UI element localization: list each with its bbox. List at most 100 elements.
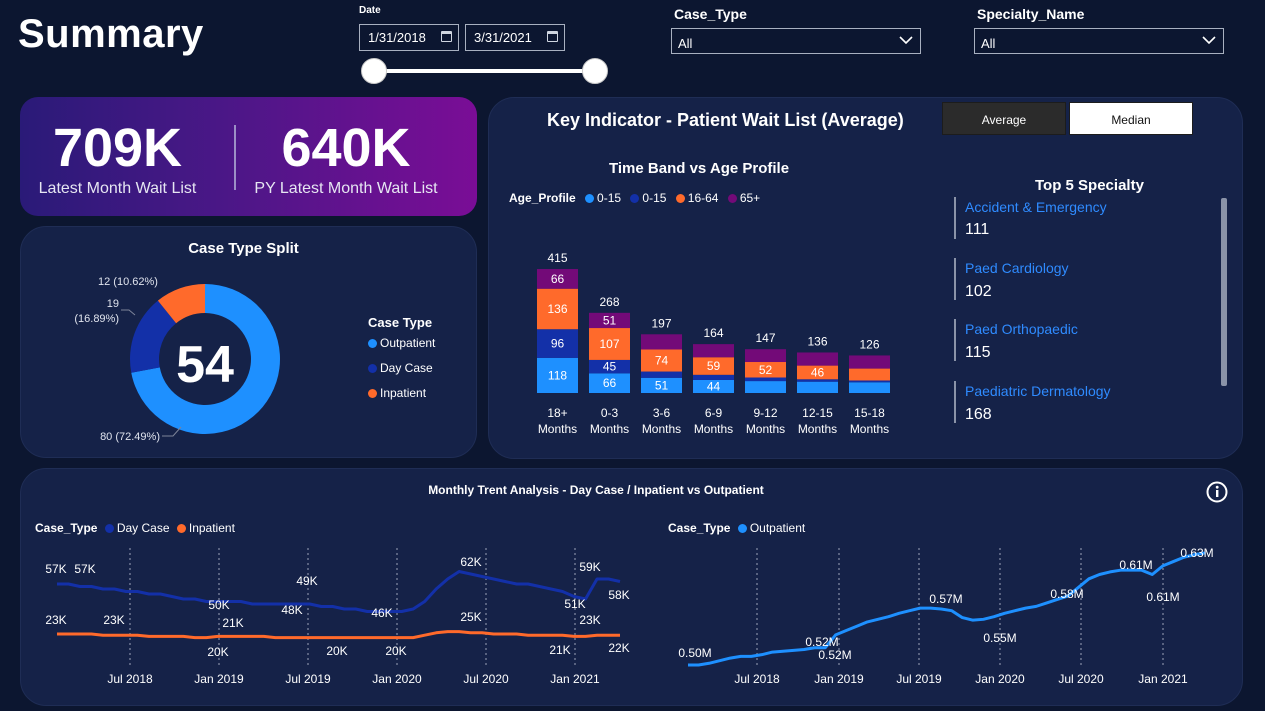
- specialty-name-link[interactable]: Paed Orthopaedic: [965, 321, 1078, 337]
- legend-item-day-case[interactable]: Day Case: [368, 361, 433, 375]
- donut-center-value: 54: [176, 336, 234, 394]
- stack-bar-segment: [589, 328, 630, 360]
- specialty-bar: [954, 319, 956, 361]
- x-axis-tick-label: Months: [694, 422, 733, 436]
- specialty-value: 102: [965, 283, 992, 300]
- specialty-bar: [954, 197, 956, 239]
- stack-bar-segment: [745, 362, 786, 378]
- specialty-name-link[interactable]: Accident & Emergency: [965, 199, 1107, 215]
- bar-total-label: 126: [859, 337, 879, 351]
- x-axis-tick-label: 18+: [547, 406, 567, 420]
- kpi-card: 709K Latest Month Wait List 640K PY Late…: [20, 97, 477, 216]
- stack-bar-segment: [849, 368, 890, 381]
- stack-bar-segment: [537, 269, 578, 289]
- segment-data-label: 74: [655, 354, 669, 368]
- stack-bar-segment: [693, 374, 734, 380]
- stack-bar-segment: [641, 371, 682, 378]
- legend-label: Day Case: [116, 521, 170, 535]
- stack-bar-segment: [745, 377, 786, 382]
- bar-total-label: 268: [599, 295, 619, 309]
- kpi-latest-label: Latest Month Wait List: [38, 180, 197, 197]
- median-button[interactable]: Median: [1069, 102, 1193, 135]
- legend-dot-icon: [368, 364, 377, 373]
- legend-label: 16-64: [687, 191, 719, 205]
- segment-data-label: 45: [603, 360, 617, 374]
- legend-label: Outpatient: [380, 336, 436, 350]
- stack-bar-segment: [641, 377, 682, 393]
- kpi-py-label: PY Latest Month Wait List: [254, 180, 438, 197]
- date-start-input[interactable]: 1/31/2018: [359, 24, 459, 51]
- x-axis-tick-label: Months: [850, 422, 889, 436]
- stack-bar-segment: [589, 359, 630, 374]
- segment-data-label: 136: [547, 302, 567, 316]
- donut-slice-inpatient: [157, 284, 205, 324]
- legend-item-day-case[interactable]: Day Case: [104, 521, 170, 535]
- x-axis-tick-label: Months: [642, 422, 681, 436]
- x-axis-tick-label: 0-3: [601, 406, 619, 420]
- x-axis-tick-label: Months: [538, 422, 577, 436]
- donut-label-daycase: 19: [107, 298, 119, 310]
- legend-label: Outpatient: [749, 521, 806, 535]
- stack-bar-segment: [745, 349, 786, 363]
- bar-total-label: 197: [651, 316, 671, 330]
- legend-item-outpatient[interactable]: Outpatient: [368, 336, 435, 350]
- average-button[interactable]: Average: [942, 102, 1066, 135]
- x-axis-tick-label: 12-15: [802, 406, 833, 420]
- legend-title: Case_Type: [668, 521, 731, 535]
- bar-total-label: 415: [547, 251, 567, 265]
- date-filter-label: Date: [359, 5, 381, 16]
- info-icon[interactable]: [1206, 481, 1228, 503]
- specialty-dropdown[interactable]: All: [974, 28, 1224, 54]
- bar-total-label: 164: [703, 326, 723, 340]
- kpi-py-value: 640K: [281, 118, 411, 178]
- stack-bar-segment: [537, 357, 578, 393]
- stack-bar-segment: [797, 379, 838, 382]
- stack-bar-segment: [797, 352, 838, 366]
- legend-item[interactable]: 0-15: [585, 191, 621, 205]
- legend-dot-icon: [727, 194, 737, 203]
- trend-title: Monthly Trent Analysis - Day Case / Inpa…: [428, 483, 764, 497]
- legend-dot-icon: [630, 194, 640, 203]
- legend-label: Day Case: [380, 361, 433, 375]
- stack-bar-segment: [537, 288, 578, 330]
- legend-dot-icon: [585, 194, 595, 203]
- x-axis-tick-label: 6-9: [705, 406, 723, 420]
- calendar-icon[interactable]: [547, 31, 558, 42]
- chevron-down-icon[interactable]: [1201, 32, 1217, 48]
- key-indicator-title: Key Indicator - Patient Wait List (Avera…: [547, 110, 904, 130]
- legend-item-outpatient[interactable]: Outpatient: [737, 521, 806, 535]
- legend-item-inpatient[interactable]: Inpatient: [368, 386, 426, 400]
- segment-data-label: 52: [759, 363, 773, 377]
- monthly-trend-panel: Monthly Trent Analysis - Day Case / Inpa…: [20, 468, 1243, 706]
- legend-item[interactable]: 0-15: [630, 191, 666, 205]
- legend-item[interactable]: 65+: [727, 191, 760, 205]
- specialty-filter-label: Specialty_Name: [977, 6, 1085, 22]
- date-slider-track[interactable]: [374, 69, 596, 73]
- stack-bar-segment: [797, 365, 838, 380]
- legend-item[interactable]: 16-64: [675, 191, 719, 205]
- calendar-icon[interactable]: [441, 31, 452, 42]
- legend-title: Case_Type: [35, 521, 98, 535]
- date-slider-end-handle[interactable]: [582, 58, 608, 84]
- chevron-down-icon[interactable]: [898, 32, 914, 48]
- date-end-input[interactable]: 3/31/2021: [465, 24, 565, 51]
- legend-item-inpatient[interactable]: Inpatient: [176, 521, 235, 535]
- x-axis-tick-label: Months: [746, 422, 785, 436]
- case-type-split-panel: Case Type Split 54 80 (72.49%) 19 (16.89…: [20, 226, 477, 458]
- stack-bar-segment: [589, 312, 630, 329]
- specialty-value: 168: [965, 406, 992, 423]
- legend-title: Age_Profile: [509, 191, 576, 205]
- kpi-divider: [234, 125, 236, 190]
- specialty-name-link[interactable]: Paediatric Dermatology: [965, 383, 1111, 399]
- donut-label-inpatient: 12 (10.62%): [98, 276, 158, 288]
- specialty-name-link[interactable]: Paed Cardiology: [965, 260, 1069, 276]
- legend-label: Inpatient: [380, 386, 427, 400]
- bar-total-label: 147: [755, 331, 775, 345]
- case-type-dropdown[interactable]: All: [671, 28, 921, 54]
- date-slider-start-handle[interactable]: [361, 58, 387, 84]
- stack-chart-title: Time Band vs Age Profile: [609, 160, 790, 177]
- legend-label: 0-15: [597, 191, 622, 205]
- top5-scrollbar[interactable]: [1221, 198, 1227, 386]
- stack-bar-segment: [849, 382, 890, 393]
- stack-bar-segment: [693, 379, 734, 393]
